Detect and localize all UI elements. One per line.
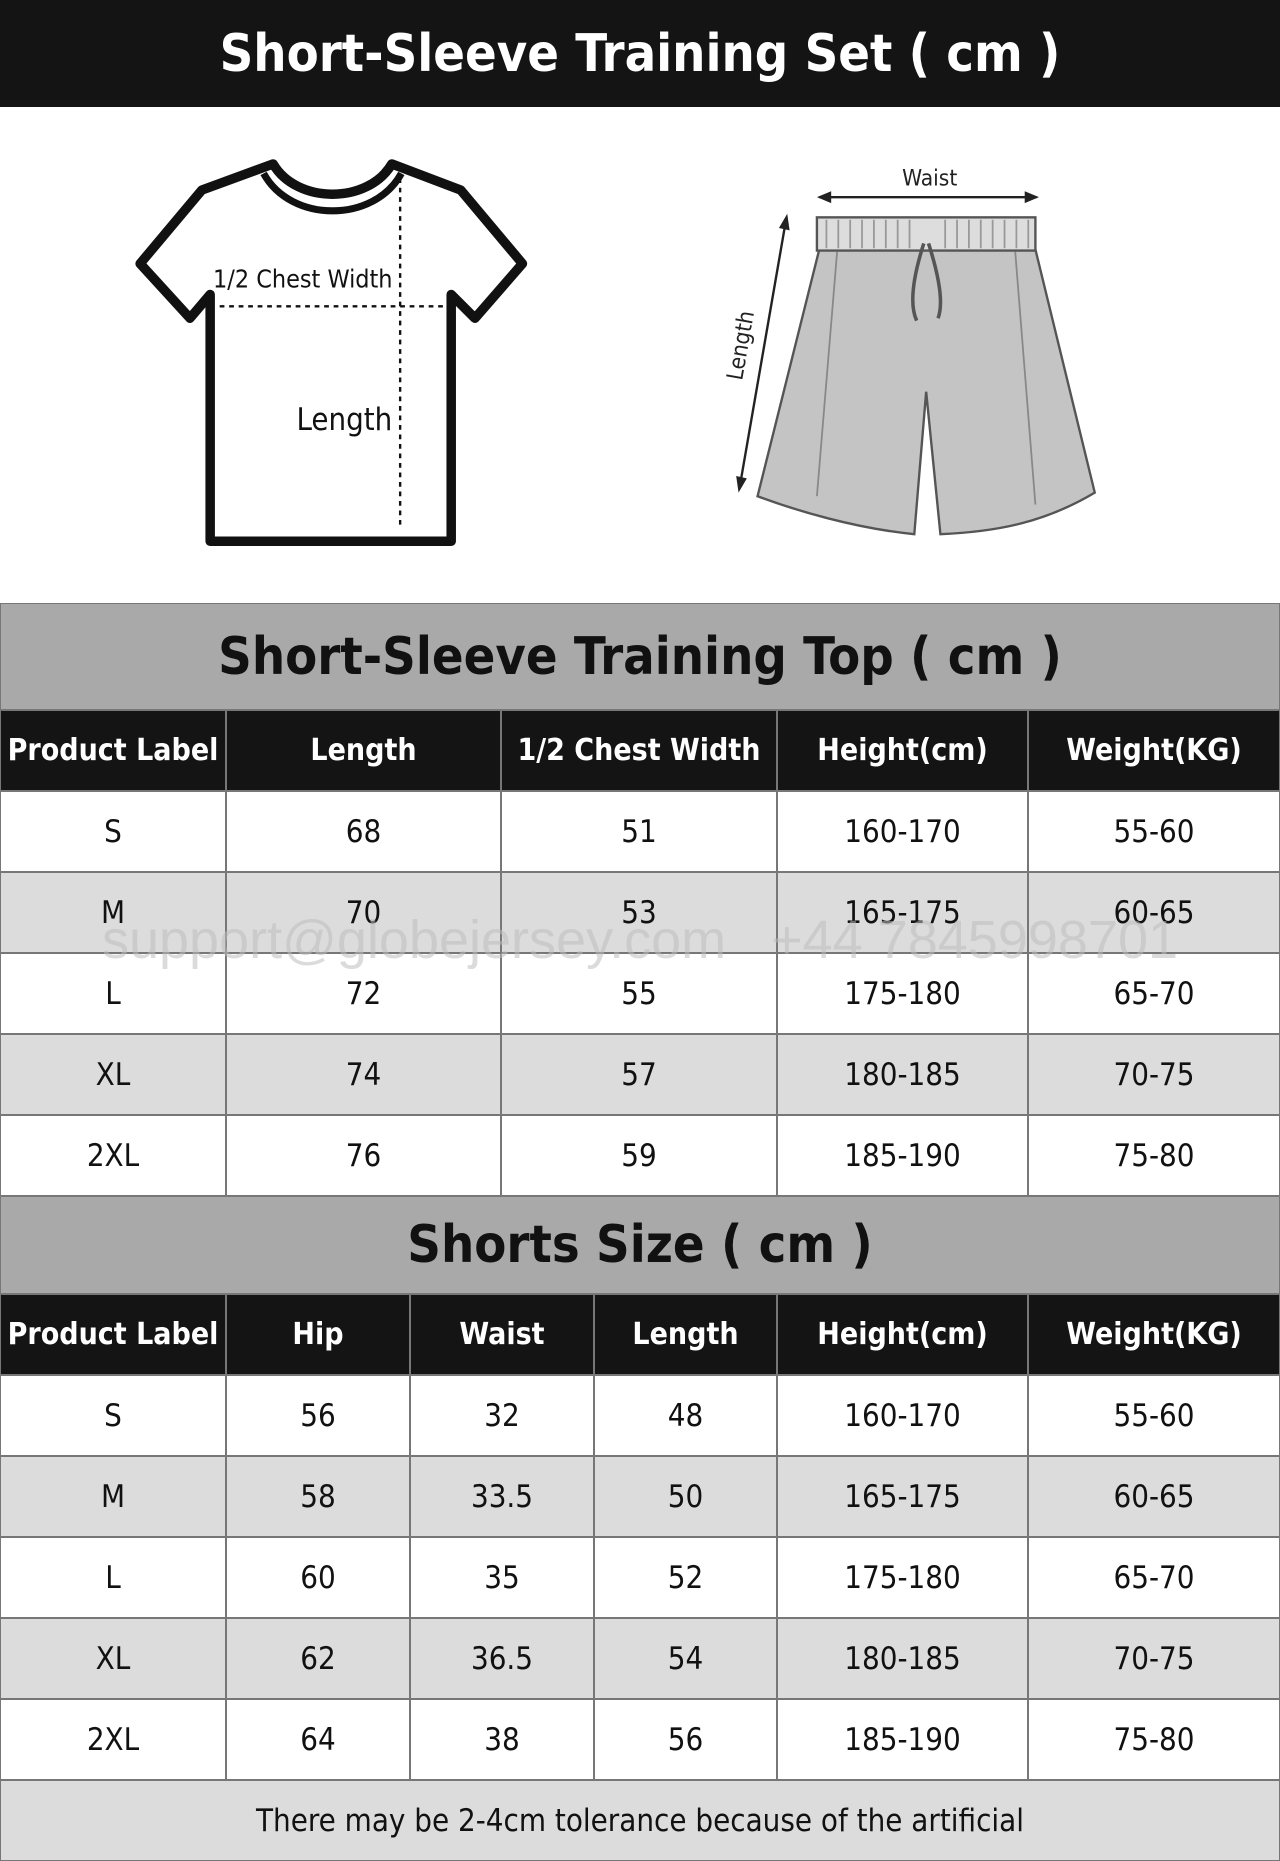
table-cell: 175-180: [777, 1537, 1028, 1618]
table-cell: 74: [226, 1034, 501, 1115]
table-cell: 160-170: [777, 791, 1028, 872]
table-cell: M: [0, 1456, 226, 1537]
table-cell: 70-75: [1028, 1618, 1280, 1699]
column-header: Hip: [226, 1294, 410, 1375]
table-cell: 75-80: [1028, 1115, 1280, 1196]
column-header: 1/2 Chest Width: [501, 710, 777, 791]
table-cell: 160-170: [777, 1375, 1028, 1456]
table-cell: 59: [501, 1115, 777, 1196]
table-cell: 48: [594, 1375, 777, 1456]
table-cell: 36.5: [410, 1618, 594, 1699]
table-cell: 185-190: [777, 1115, 1028, 1196]
table-cell: 76: [226, 1115, 501, 1196]
table-cell: 180-185: [777, 1034, 1028, 1115]
table-cell: 33.5: [410, 1456, 594, 1537]
column-header: Height(cm): [777, 1294, 1028, 1375]
table-cell: 57: [501, 1034, 777, 1115]
section-title: Short-Sleeve Training Top ( cm ): [0, 603, 1280, 710]
column-header: Length: [226, 710, 501, 791]
illustration: 1/2 Chest Width Length Waist Length: [135, 159, 1097, 547]
table-cell: XL: [0, 1618, 226, 1699]
table-cell: 165-175: [777, 872, 1028, 953]
page-title: Short-Sleeve Training Set ( cm ): [0, 0, 1280, 107]
column-header: Length: [594, 1294, 777, 1375]
shirt: 1/2 Chest Width Length: [135, 159, 528, 547]
table-cell: 60-65: [1028, 872, 1280, 953]
table-cell: XL: [0, 1034, 226, 1115]
table-cell: 2XL: [0, 1699, 226, 1780]
column-header: Waist: [410, 1294, 594, 1375]
table-cell: 65-70: [1028, 953, 1280, 1034]
table-cell: S: [0, 1375, 226, 1456]
shirt-label: 1/2 Chest Width: [213, 264, 393, 293]
shorts: Waist Length: [722, 165, 1097, 536]
table-cell: 51: [501, 791, 777, 872]
table-cell: L: [0, 953, 226, 1034]
table-cell: 185-190: [777, 1699, 1028, 1780]
table-cell: 70-75: [1028, 1034, 1280, 1115]
column-header: Product Label: [0, 710, 226, 791]
table-cell: 60: [226, 1537, 410, 1618]
table-cell: 56: [594, 1699, 777, 1780]
table-cell: 53: [501, 872, 777, 953]
table-cell: S: [0, 791, 226, 872]
table-cell: 165-175: [777, 1456, 1028, 1537]
table-cell: L: [0, 1537, 226, 1618]
column-header: Weight(KG): [1028, 710, 1280, 791]
column-header: Height(cm): [777, 710, 1028, 791]
table-cell: 65-70: [1028, 1537, 1280, 1618]
table-cell: 68: [226, 791, 501, 872]
table-cell: 55-60: [1028, 1375, 1280, 1456]
table-cell: 2XL: [0, 1115, 226, 1196]
table-cell: 58: [226, 1456, 410, 1537]
table-cell: 52: [594, 1537, 777, 1618]
footer-note: There may be 2-4cm tolerance because of …: [0, 1780, 1280, 1861]
table-cell: 54: [594, 1618, 777, 1699]
table-cell: 75-80: [1028, 1699, 1280, 1780]
table-cell: M: [0, 872, 226, 953]
table-cell: 62: [226, 1618, 410, 1699]
shorts-label: Waist: [902, 165, 957, 191]
table-cell: 38: [410, 1699, 594, 1780]
shorts-label: Length: [722, 309, 760, 382]
table-cell: 180-185: [777, 1618, 1028, 1699]
table-cell: 64: [226, 1699, 410, 1780]
table-cell: 60-65: [1028, 1456, 1280, 1537]
section-title: Shorts Size ( cm ): [0, 1196, 1280, 1294]
table-cell: 72: [226, 953, 501, 1034]
table-cell: 55: [501, 953, 777, 1034]
table-cell: 50: [594, 1456, 777, 1537]
table-cell: 35: [410, 1537, 594, 1618]
table-cell: 55-60: [1028, 791, 1280, 872]
shirt-label: Length: [296, 402, 392, 438]
table-cell: 32: [410, 1375, 594, 1456]
column-header: Weight(KG): [1028, 1294, 1280, 1375]
column-header: Product Label: [0, 1294, 226, 1375]
table-cell: 175-180: [777, 953, 1028, 1034]
table-cell: 56: [226, 1375, 410, 1456]
table-cell: 70: [226, 872, 501, 953]
